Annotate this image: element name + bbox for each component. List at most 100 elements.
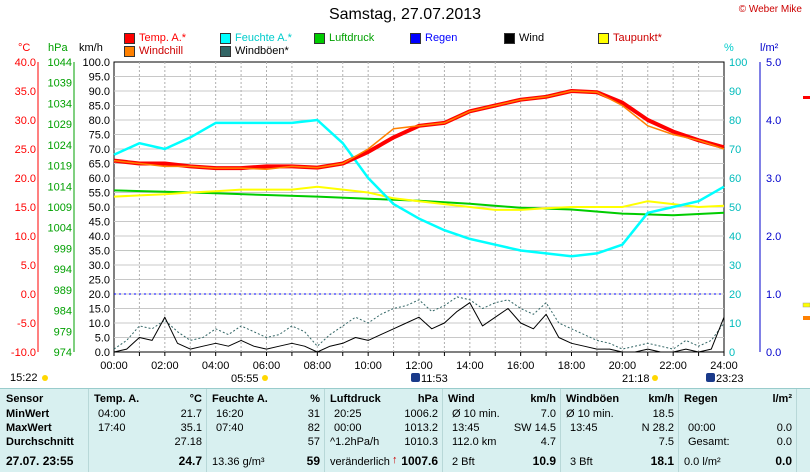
legend-label-humidity: Feuchte A.* <box>235 32 292 44</box>
pressure-tick-label: 994 <box>54 264 72 276</box>
pressure-tick-label: 1019 <box>48 161 72 173</box>
pressure-tick-label: 974 <box>54 347 72 359</box>
gust-column: Windböen km/h Ø 10 min. 18.5 13:45 N 28.… <box>560 389 679 472</box>
series-line-windben <box>113 296 725 350</box>
pressure-up-arrow-icon: ↑ <box>392 454 398 466</box>
wind-beaufort: 2 Bft <box>452 456 475 468</box>
humidity-tick-label: 20 <box>729 289 741 301</box>
series-line-feuchtea <box>113 118 725 258</box>
axis-unit-pressure: hPa <box>48 42 68 54</box>
legend-dewpoint: Taupunkt* <box>598 32 662 44</box>
temp-tick-label: 5.0 <box>21 260 36 272</box>
wind-tick-label: 45.0 <box>89 217 110 229</box>
series-line-taupunkt <box>113 185 725 211</box>
legend-pressure: Luftdruck <box>314 32 374 44</box>
legend-label-temp: Temp. A.* <box>139 32 187 44</box>
wind-column: Wind km/h Ø 10 min. 7.0 13:45 SW 14.5 11… <box>442 389 561 472</box>
wind-tick-label: 95.0 <box>89 72 110 84</box>
wind-unit: km/h <box>530 393 556 405</box>
rain-header: Regen <box>684 393 718 405</box>
rain-tick-label: 2.0 <box>766 231 781 243</box>
chart-ticks: 00:00 02:00 04:00 06:00 08:00 10:00 12:00 14:00… <box>11 57 810 372</box>
x-tick-label: 04:00 <box>202 360 230 372</box>
pressure-max-time: 00:00 <box>334 422 362 434</box>
temp-tick-label: 40.0 <box>15 57 36 69</box>
wind-tick-label: 55.0 <box>89 188 110 200</box>
sunset-label: 21:18 <box>622 373 650 385</box>
pressure-tick-label: 1024 <box>48 140 72 152</box>
pressure-tick-label: 984 <box>54 306 72 318</box>
humidity-tick-label: 90 <box>729 86 741 98</box>
gust-current-value: 18.1 <box>650 454 674 468</box>
wind-tick-label: 100.0 <box>82 57 110 69</box>
gust-header: Windböen <box>566 393 620 405</box>
temp-tick-label: -5.0 <box>17 318 36 330</box>
humidity-max-time: 07:40 <box>216 422 244 434</box>
gust-avg10-value: 18.5 <box>652 408 674 420</box>
humidity-current-value: 59 <box>306 454 320 468</box>
wind-tick-label: 15.0 <box>89 304 110 316</box>
x-tick-label: 16:00 <box>507 360 535 372</box>
pressure-tick-label: 999 <box>54 243 72 255</box>
wind-tick-label: 5.0 <box>95 333 110 345</box>
temp-tick-label: 30.0 <box>15 115 36 127</box>
wind-avg10-value: 7.0 <box>540 408 556 420</box>
pressure-tendency: veränderlich <box>330 456 390 468</box>
humidity-min-time: 16:20 <box>216 408 244 420</box>
legend-swatch-dewpoint <box>598 32 609 44</box>
gust-max-time: 13:45 <box>570 422 598 434</box>
wind-tick-label: 35.0 <box>89 246 110 258</box>
sunrise-sun-icon <box>262 375 268 381</box>
right-edge-dewpoint-marker <box>802 302 810 308</box>
avg-row-label: Durchschnitt <box>6 436 74 448</box>
pressure-min-time: 20:25 <box>334 408 362 420</box>
rain-unit: l/m² <box>772 393 792 405</box>
wind-tick-label: 75.0 <box>89 130 110 142</box>
humidity-tick-label: 10 <box>729 318 741 330</box>
pressure-tick-label: 1044 <box>48 57 72 69</box>
rain-max-value: 0.0 <box>776 422 792 434</box>
rain-current-value: 0.0 <box>775 454 792 468</box>
humidity-max-value: 82 <box>307 422 320 434</box>
temp-tick-label: 20.0 <box>15 173 36 185</box>
temp-tick-label: 10.0 <box>15 231 36 243</box>
wind-tick-label: 25.0 <box>89 275 110 287</box>
humidity-tick-label: 80 <box>729 115 741 127</box>
pressure-tick-label: 1009 <box>48 202 72 214</box>
temp-max-value: 35.1 <box>180 422 202 434</box>
moonrise-label: 11:53 <box>421 373 448 385</box>
temp-avg-value: 27.18 <box>174 436 202 448</box>
humidity-avg-value: 57 <box>307 436 320 448</box>
wind-tick-label: 40.0 <box>89 231 110 243</box>
humidity-tick-label: 0 <box>729 347 735 359</box>
legend-rain: Regen <box>410 32 457 44</box>
sun-icon <box>42 375 48 381</box>
humidity-tick-label: 40 <box>729 231 741 243</box>
current-timestamp: 27.07. 23:55 <box>6 454 74 468</box>
sunrise-left-label: 15:22 <box>10 372 38 384</box>
legend-swatch-temp <box>124 32 135 44</box>
wind-tick-label: 90.0 <box>89 86 110 98</box>
humidity-tick-label: 50 <box>729 202 741 214</box>
rain-tick-label: 5.0 <box>766 57 781 69</box>
axis-unit-rain: l/m² <box>760 42 779 54</box>
pressure-tick-label: 979 <box>54 326 72 338</box>
rain-tick-label: 0.0 <box>766 347 781 359</box>
pressure-tick-label: 1014 <box>48 181 72 193</box>
humidity-tick-label: 60 <box>729 173 741 185</box>
right-edge-temp-marker <box>803 96 810 99</box>
wind-distance: 112.0 km <box>452 436 497 448</box>
series-line-windchill <box>113 90 725 171</box>
moonrise-moon-icon <box>411 373 420 382</box>
wind-max-time: 13:45 <box>452 422 480 434</box>
gust-avg-value: 7.5 <box>658 436 674 448</box>
moonset-label: 23:23 <box>716 373 744 385</box>
rain-total-value: 0.0 <box>776 436 792 448</box>
pressure-unit: hPa <box>417 393 438 405</box>
pressure-header: Luftdruck <box>330 393 381 405</box>
rain-tick-label: 1.0 <box>766 289 781 301</box>
humidity-tick-label: 30 <box>729 260 741 272</box>
right-edge-windchill-marker <box>803 316 810 320</box>
legend-swatch-gust <box>220 45 231 57</box>
chart-series <box>113 89 725 353</box>
